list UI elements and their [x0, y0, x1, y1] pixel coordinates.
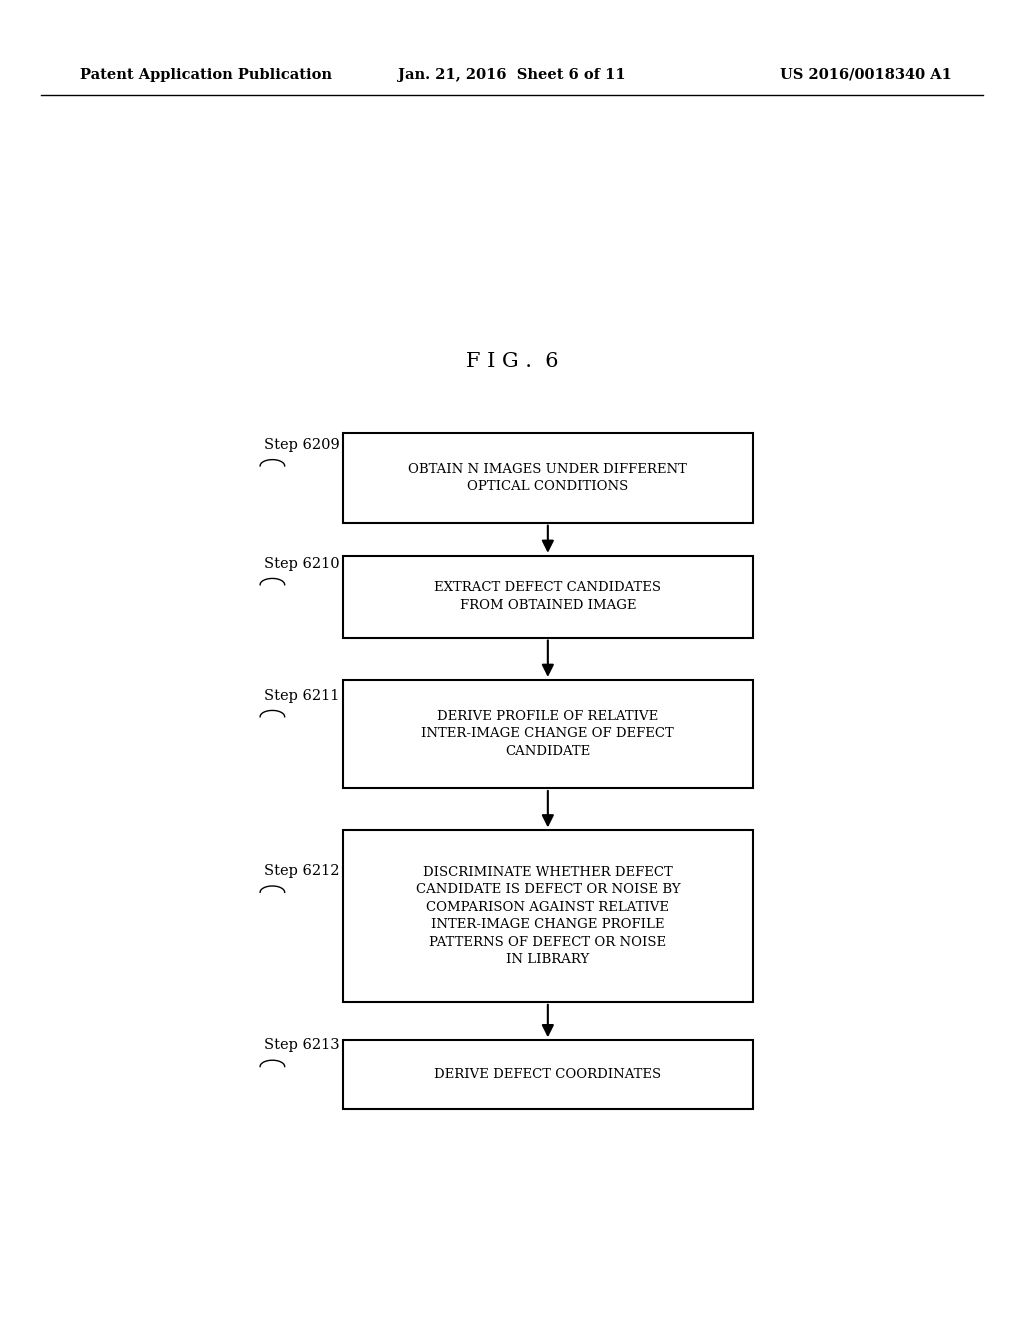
Bar: [343, 433, 753, 523]
Text: Step 6213: Step 6213: [264, 1039, 340, 1052]
Bar: [343, 830, 753, 1002]
Text: OBTAIN N IMAGES UNDER DIFFERENT
OPTICAL CONDITIONS: OBTAIN N IMAGES UNDER DIFFERENT OPTICAL …: [409, 462, 687, 494]
Text: Step 6210: Step 6210: [264, 557, 340, 570]
Text: EXTRACT DEFECT CANDIDATES
FROM OBTAINED IMAGE: EXTRACT DEFECT CANDIDATES FROM OBTAINED …: [434, 581, 662, 612]
Text: Jan. 21, 2016  Sheet 6 of 11: Jan. 21, 2016 Sheet 6 of 11: [398, 69, 626, 82]
Bar: [343, 680, 753, 788]
Bar: [343, 1040, 753, 1109]
Text: F I G .  6: F I G . 6: [466, 352, 558, 371]
Text: US 2016/0018340 A1: US 2016/0018340 A1: [780, 69, 952, 82]
Text: DERIVE PROFILE OF RELATIVE
INTER-IMAGE CHANGE OF DEFECT
CANDIDATE: DERIVE PROFILE OF RELATIVE INTER-IMAGE C…: [422, 710, 674, 758]
Text: DISCRIMINATE WHETHER DEFECT
CANDIDATE IS DEFECT OR NOISE BY
COMPARISON AGAINST R: DISCRIMINATE WHETHER DEFECT CANDIDATE IS…: [416, 866, 680, 966]
Text: Step 6209: Step 6209: [264, 438, 340, 451]
Text: Step 6212: Step 6212: [264, 865, 340, 878]
Text: Step 6211: Step 6211: [264, 689, 340, 702]
Bar: [343, 556, 753, 638]
Text: DERIVE DEFECT COORDINATES: DERIVE DEFECT COORDINATES: [434, 1068, 662, 1081]
Text: Patent Application Publication: Patent Application Publication: [80, 69, 332, 82]
